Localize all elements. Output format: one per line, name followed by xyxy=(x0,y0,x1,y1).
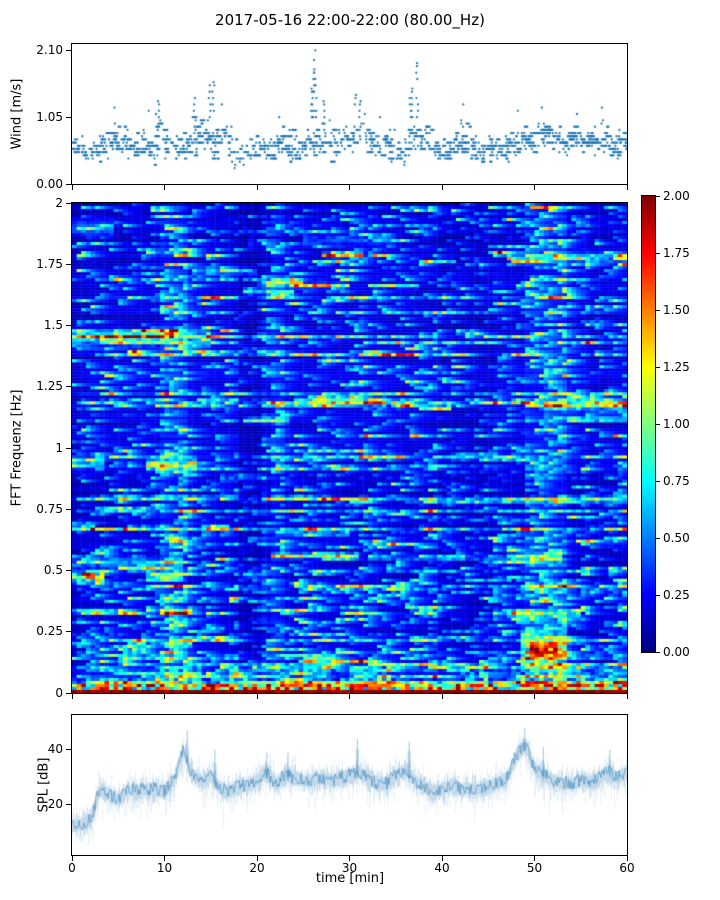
x-tick xyxy=(164,856,165,861)
x-tick xyxy=(441,856,443,861)
colorbar-tick xyxy=(656,195,660,197)
x-tick xyxy=(349,856,350,861)
colorbar-tick-label: 2.00 xyxy=(663,188,690,203)
colorbar-tick-label: 0.50 xyxy=(663,530,690,545)
x-tick-label: 30 xyxy=(341,861,358,875)
y-tick xyxy=(66,325,71,326)
colorbar-tick xyxy=(656,594,660,596)
figure-title: 2017-05-16 22:00-22:00 (80.00_Hz) xyxy=(215,11,485,29)
x-tick xyxy=(256,694,258,699)
x-tick xyxy=(256,856,258,861)
x-tick xyxy=(71,856,73,861)
spectrogram-panel xyxy=(71,202,628,694)
y-tick-label: 0.25 xyxy=(36,624,63,639)
colorbar-tick-label: 1.50 xyxy=(663,302,690,317)
colorbar-tick-label: 1.75 xyxy=(663,245,690,260)
y-tick-label: 0 xyxy=(55,685,63,700)
y-tick-label: 1.05 xyxy=(36,109,63,124)
x-tick xyxy=(626,185,628,190)
x-tick xyxy=(71,185,73,190)
x-tick-label: 20 xyxy=(249,861,265,875)
x-tick-label: 60 xyxy=(619,861,635,875)
y-tick-label: 20 xyxy=(47,797,63,812)
spectrogram-canvas xyxy=(72,203,627,693)
colorbar-tick xyxy=(656,366,660,368)
x-tick xyxy=(349,694,350,699)
time-axis-label: time [min] xyxy=(315,871,385,886)
y-tick-label: 1.25 xyxy=(36,379,63,394)
x-tick xyxy=(441,185,443,190)
colorbar xyxy=(641,195,656,653)
x-tick xyxy=(534,694,535,699)
y-tick-label: 1.75 xyxy=(36,256,63,271)
colorbar-tick xyxy=(656,309,660,311)
x-tick xyxy=(534,856,535,861)
y-tick-label: 0.5 xyxy=(43,563,63,577)
y-tick-label: 0.75 xyxy=(36,501,63,516)
y-tick xyxy=(66,49,71,51)
y-tick-label: 1.5 xyxy=(43,318,63,332)
y-tick-label: 1 xyxy=(55,440,63,455)
y-tick xyxy=(66,447,71,449)
x-tick xyxy=(164,185,165,190)
x-tick xyxy=(534,185,535,190)
y-tick xyxy=(66,263,71,265)
x-tick xyxy=(164,694,165,699)
wind-scatter-canvas xyxy=(72,44,627,184)
y-tick xyxy=(66,804,71,806)
colorbar-tick xyxy=(656,480,660,482)
y-tick xyxy=(66,631,71,633)
y-tick xyxy=(66,508,71,510)
y-tick xyxy=(66,749,71,751)
y-tick xyxy=(66,183,71,185)
colorbar-tick xyxy=(656,423,660,425)
y-tick xyxy=(66,386,71,388)
y-tick-label: 0.00 xyxy=(36,176,63,191)
colorbar-tick xyxy=(656,537,660,539)
x-tick-label: 10 xyxy=(156,861,173,875)
spl-panel xyxy=(71,714,628,856)
y-tick xyxy=(66,202,71,204)
spl-line-canvas xyxy=(72,715,627,855)
y-tick xyxy=(66,570,71,571)
x-tick-label: 50 xyxy=(526,861,543,875)
colorbar-tick-label: 1.25 xyxy=(663,359,690,374)
x-tick-label: 40 xyxy=(434,861,450,875)
x-tick xyxy=(626,856,628,861)
colorbar-tick xyxy=(656,651,660,653)
y-tick-label: 40 xyxy=(47,742,63,757)
x-tick xyxy=(349,185,350,190)
colorbar-tick-label: 0.75 xyxy=(663,473,690,488)
colorbar-tick-label: 1.00 xyxy=(663,416,690,431)
y-tick xyxy=(66,116,71,118)
x-tick-label: 0 xyxy=(68,861,76,875)
wind-panel xyxy=(71,43,628,185)
colorbar-tick-label: 0.00 xyxy=(663,644,690,659)
colorbar-tick-label: 0.25 xyxy=(663,587,690,602)
y-tick-label: 2 xyxy=(55,195,63,210)
x-tick xyxy=(256,185,258,190)
x-tick xyxy=(441,694,443,699)
colorbar-canvas xyxy=(642,196,655,652)
colorbar-tick xyxy=(656,252,660,254)
x-tick xyxy=(626,694,628,699)
y-tick xyxy=(66,692,71,694)
x-tick xyxy=(71,694,73,699)
y-tick-label: 2.10 xyxy=(36,42,63,57)
